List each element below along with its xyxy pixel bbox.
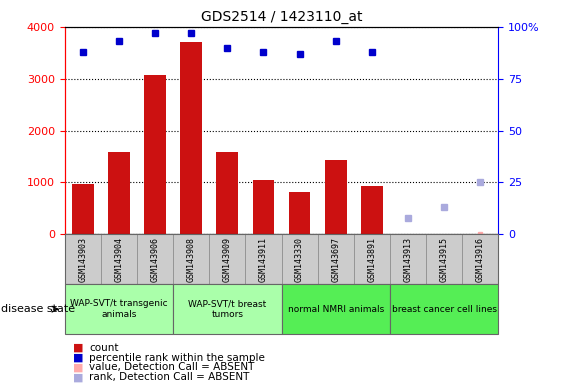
Bar <box>462 234 498 284</box>
Title: GDS2514 / 1423110_at: GDS2514 / 1423110_at <box>201 10 362 25</box>
Text: GSM143908: GSM143908 <box>187 237 196 282</box>
Text: GSM143697: GSM143697 <box>331 237 340 282</box>
Text: disease state: disease state <box>1 304 75 314</box>
Bar <box>209 234 245 284</box>
Text: WAP-SVT/t breast
tumors: WAP-SVT/t breast tumors <box>188 300 266 319</box>
Bar <box>173 284 282 334</box>
Bar <box>65 234 101 284</box>
Bar <box>72 184 93 234</box>
Bar <box>289 192 310 234</box>
Text: GSM143911: GSM143911 <box>259 237 268 282</box>
Text: ■: ■ <box>73 362 84 372</box>
Text: count: count <box>89 343 118 353</box>
Text: GSM143906: GSM143906 <box>150 237 159 282</box>
Text: GSM143904: GSM143904 <box>114 237 123 282</box>
Text: GSM143891: GSM143891 <box>367 237 376 282</box>
Bar <box>144 74 166 234</box>
Text: rank, Detection Call = ABSENT: rank, Detection Call = ABSENT <box>89 372 249 382</box>
Text: ■: ■ <box>73 372 84 382</box>
Bar <box>137 234 173 284</box>
Bar <box>390 284 498 334</box>
Text: GSM143916: GSM143916 <box>476 237 485 282</box>
Bar <box>108 152 129 234</box>
Text: WAP-SVT/t transgenic
animals: WAP-SVT/t transgenic animals <box>70 300 168 319</box>
Bar <box>216 152 238 234</box>
Bar <box>101 234 137 284</box>
Bar <box>173 234 209 284</box>
Text: GSM143330: GSM143330 <box>295 237 304 282</box>
Bar <box>282 234 318 284</box>
Text: value, Detection Call = ABSENT: value, Detection Call = ABSENT <box>89 362 254 372</box>
Bar <box>245 234 282 284</box>
Text: breast cancer cell lines: breast cancer cell lines <box>391 305 497 314</box>
Bar <box>426 234 462 284</box>
Bar <box>354 234 390 284</box>
Bar <box>65 284 173 334</box>
Bar <box>361 186 383 234</box>
Text: GSM143913: GSM143913 <box>404 237 413 282</box>
Bar <box>282 284 390 334</box>
Bar <box>180 43 202 234</box>
Text: GSM143915: GSM143915 <box>440 237 449 282</box>
Text: ■: ■ <box>73 343 84 353</box>
Bar <box>390 234 426 284</box>
Text: normal NMRI animals: normal NMRI animals <box>288 305 384 314</box>
Text: ■: ■ <box>73 353 84 362</box>
Bar <box>318 234 354 284</box>
Bar <box>325 160 347 234</box>
Text: GSM143903: GSM143903 <box>78 237 87 282</box>
Text: percentile rank within the sample: percentile rank within the sample <box>89 353 265 362</box>
Bar <box>253 180 274 234</box>
Text: GSM143909: GSM143909 <box>223 237 232 282</box>
